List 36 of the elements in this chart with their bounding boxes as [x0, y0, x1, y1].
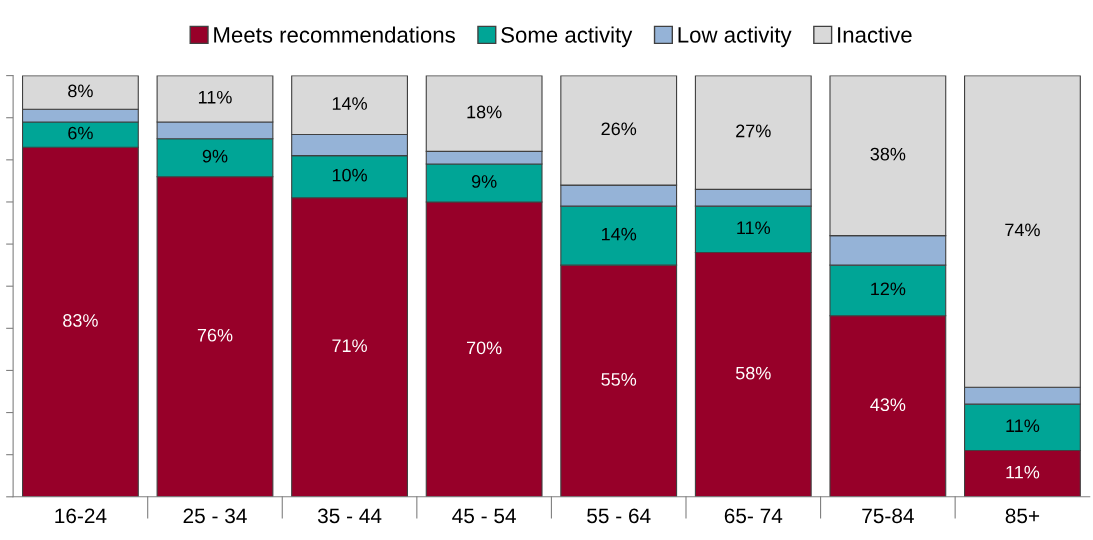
legend-label: Low activity [678, 26, 792, 48]
data-label: 11% [1006, 419, 1040, 433]
legend-label: Some activity [501, 26, 633, 48]
data-label: 8% [68, 84, 93, 98]
x-tick-label: 65- 74 [724, 508, 783, 524]
legend-label: Meets recommendations [214, 26, 455, 43]
x-tick-label: 55 - 64 [587, 508, 651, 524]
x-tick-label: 25 - 34 [183, 508, 247, 524]
legend-label: Inactive [838, 26, 912, 43]
data-label: 83% [63, 314, 98, 327]
data-label: 76% [197, 328, 233, 342]
data-label: 9% [471, 175, 497, 188]
x-tick-label: 85+ [1005, 508, 1040, 524]
data-label: 18% [467, 105, 502, 119]
data-label: 71% [332, 339, 367, 353]
data-label: 38% [870, 147, 906, 161]
x-tick-label: 45 - 54 [452, 508, 516, 524]
data-label: 11% [198, 90, 232, 104]
x-tick-label: 16-24 [55, 508, 107, 524]
data-label: 14% [602, 227, 637, 241]
data-label: 43% [870, 398, 906, 412]
data-label: 6% [68, 126, 93, 140]
data-label: 14% [332, 97, 367, 110]
data-label: 10% [332, 168, 367, 182]
data-label: 27% [736, 124, 771, 138]
data-label: 74% [1005, 223, 1040, 237]
x-tick-label: 75-84 [862, 508, 914, 524]
data-label: 11% [737, 221, 771, 235]
data-label: 58% [735, 366, 771, 380]
data-label: 26% [601, 122, 637, 136]
data-label: 70% [466, 341, 502, 355]
data-label: 11% [1006, 465, 1040, 479]
data-label: 12% [871, 282, 906, 296]
data-label: 9% [202, 149, 228, 163]
x-tick-label: 35 - 44 [317, 508, 382, 524]
data-label: 55% [601, 373, 637, 386]
